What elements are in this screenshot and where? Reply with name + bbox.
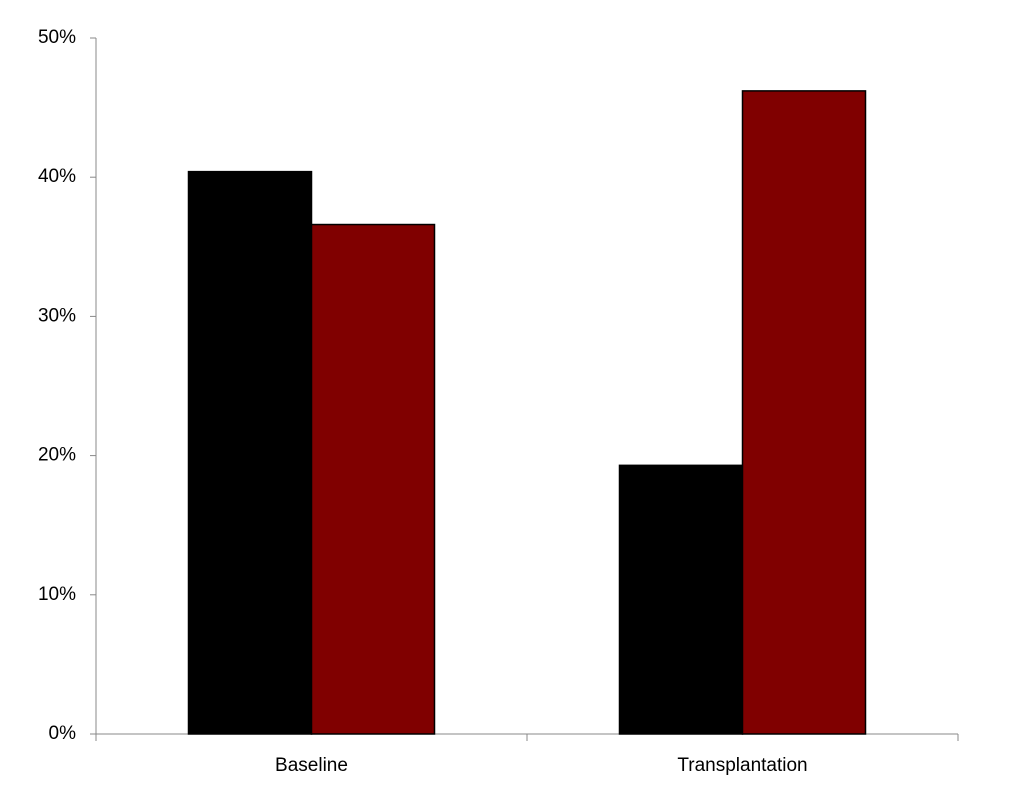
bar: [741, 90, 867, 735]
x-tick-label: Transplantation: [677, 755, 807, 776]
y-tick-label: 30%: [38, 305, 76, 326]
y-tick-label: 0%: [49, 723, 77, 744]
y-tick-label: 10%: [38, 584, 76, 605]
x-tick-label: Baseline: [275, 755, 348, 776]
bar: [187, 170, 313, 735]
bar: [310, 223, 436, 735]
y-tick-label: 50%: [38, 27, 76, 48]
y-tick-label: 40%: [38, 166, 76, 187]
bar: [618, 464, 744, 735]
y-tick-label: 20%: [38, 445, 76, 466]
